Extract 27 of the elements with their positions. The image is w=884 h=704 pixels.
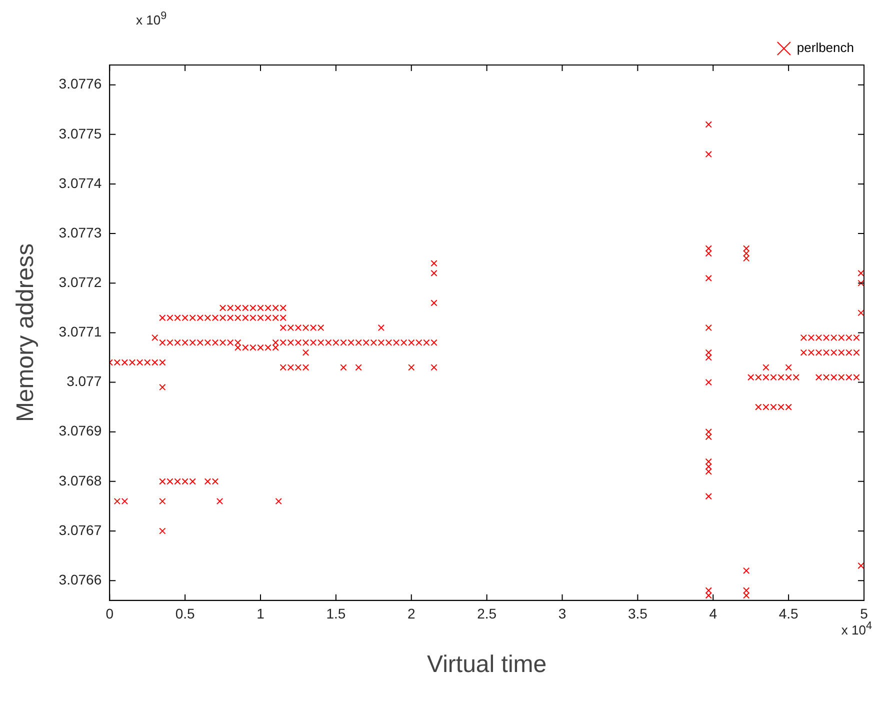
y-tick-label: 3.0771 — [58, 324, 102, 340]
y-tick-label: 3.0768 — [58, 472, 102, 488]
text: x 10$^{9}$ — [136, 10, 167, 28]
x-tick-label: 1.5 — [326, 606, 346, 622]
y-tick-label: 3.0767 — [58, 522, 102, 538]
y-axis-title: Memory address — [12, 243, 40, 422]
x-tick-label: 1 — [256, 606, 265, 622]
x-tick-label: 3 — [558, 606, 566, 622]
y-tick-label: 3.0772 — [58, 274, 102, 290]
x-tick-label: 2.5 — [477, 606, 497, 622]
y-tick-label: 3.077 — [66, 373, 102, 390]
legend-label: perlbench — [796, 40, 854, 56]
x-axis-title: Virtual time — [427, 651, 547, 678]
x-tick-label: 0.5 — [175, 606, 195, 622]
y-tick-label: 3.0766 — [58, 571, 102, 588]
y-tick-label: 3.0773 — [58, 224, 102, 240]
x-tick-label: 3.5 — [628, 606, 648, 622]
y-tick-label: 3.0776 — [58, 76, 102, 92]
x-tick-label: 5 — [860, 606, 868, 622]
y-tick-label: 3.0774 — [58, 174, 102, 191]
y-tick-label: 3.0769 — [58, 422, 102, 439]
x-tick-label: 4 — [709, 606, 718, 622]
x-tick-label: 2 — [407, 606, 416, 622]
text: x 10$^{4}$ — [841, 620, 872, 638]
x-tick-label: 0 — [106, 606, 114, 622]
y-tick-label: 3.0775 — [58, 125, 102, 142]
x-tick-label: 4.5 — [778, 606, 799, 622]
